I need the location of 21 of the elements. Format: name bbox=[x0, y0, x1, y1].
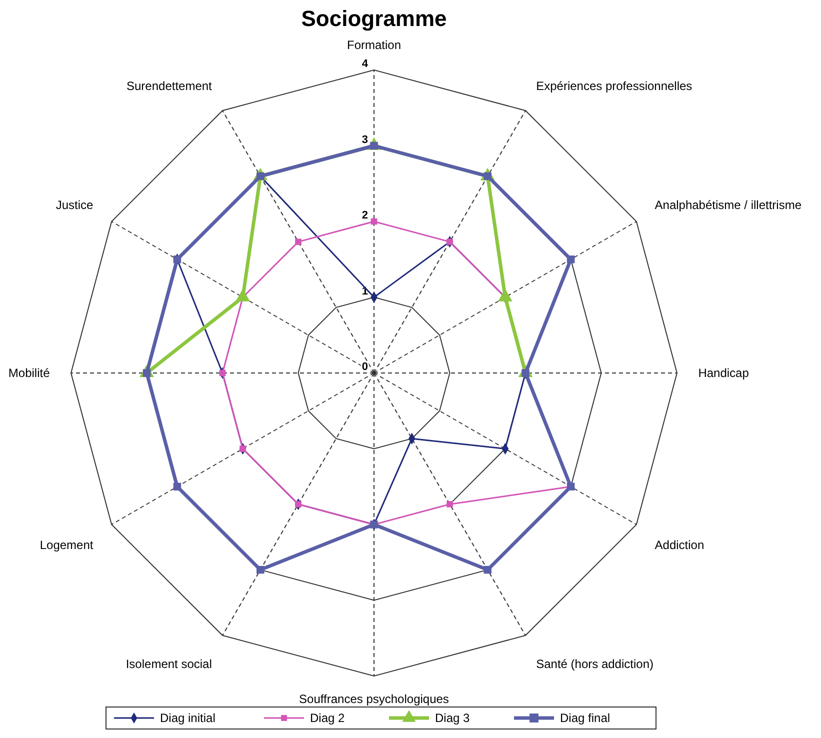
spoke-label: Santé (hors addiction) bbox=[536, 656, 654, 671]
spoke-label: Logement bbox=[40, 538, 94, 552]
spoke-label: Handicap bbox=[698, 366, 750, 380]
spoke-label: Justice bbox=[56, 198, 94, 212]
spoke-label: Isolement social bbox=[126, 656, 212, 671]
spoke-label: Expériences professionnelles bbox=[536, 79, 692, 94]
legend-label: Diag final bbox=[560, 711, 610, 725]
legend-label: Diag 3 bbox=[435, 711, 470, 725]
spoke-label: Surendettement bbox=[126, 79, 213, 94]
spoke-label: Souffrances psychologiques bbox=[299, 692, 449, 706]
spoke-label: Mobilité bbox=[8, 366, 50, 380]
y-tick-label: 2 bbox=[362, 210, 368, 222]
legend-label: Diag 2 bbox=[310, 711, 346, 725]
y-tick-label: 4 bbox=[362, 58, 369, 70]
legend-label: Diag initial bbox=[160, 711, 216, 725]
y-tick-label: 0 bbox=[362, 361, 368, 373]
chart-title: Sociogramme bbox=[301, 6, 447, 31]
spoke-label: Analphabétisme / illettrisme bbox=[654, 198, 802, 212]
spoke-label: Addiction bbox=[654, 538, 704, 552]
y-tick-label: 3 bbox=[362, 134, 368, 146]
spoke-label: Formation bbox=[346, 38, 402, 52]
